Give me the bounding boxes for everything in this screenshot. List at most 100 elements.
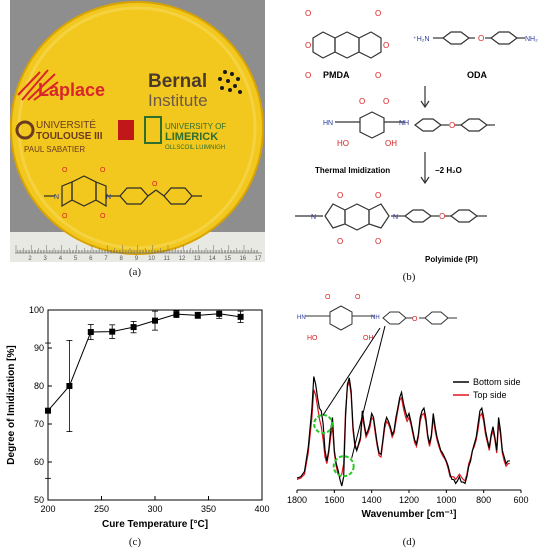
- laplace-text: Laplace: [38, 80, 105, 100]
- series-line: [47, 313, 241, 412]
- svg-text:O: O: [383, 97, 389, 106]
- bernal-logo: Bernal Institute: [148, 70, 242, 110]
- svg-text:O: O: [375, 237, 381, 246]
- svg-text:HO: HO: [337, 139, 349, 148]
- pmda-label: PMDA: [323, 70, 350, 80]
- caption-a: (a): [128, 266, 142, 278]
- polyamic-acid-structure: [335, 111, 495, 139]
- y-tick-label: 60: [34, 457, 44, 467]
- svg-text:O: O: [412, 316, 418, 323]
- data-point: [66, 383, 73, 389]
- ruler-number: 5: [74, 256, 78, 262]
- svg-text:PAUL SABATIER: PAUL SABATIER: [24, 145, 85, 154]
- svg-text:O: O: [375, 191, 381, 200]
- svg-text:OH: OH: [363, 335, 374, 342]
- x-tick-label: 300: [147, 504, 162, 514]
- data-point: [130, 324, 137, 331]
- svg-text:O: O: [305, 71, 311, 80]
- panel-a-photo: Laplace Bernal Institute UNIVERSITÉ TOUL…: [0, 0, 270, 278]
- svg-text:O: O: [305, 41, 311, 50]
- x-tick-label: 400: [254, 504, 269, 514]
- svg-text:O: O: [383, 41, 389, 50]
- svg-text:Bernal: Bernal: [148, 71, 207, 92]
- svg-text:NH: NH: [399, 120, 409, 127]
- pmda-structure: [312, 31, 382, 59]
- ruler-number: 6: [89, 256, 93, 262]
- polyimide-label: Polyimide (PI): [425, 255, 478, 264]
- y-tick-label: 70: [34, 419, 44, 429]
- x-axis-label: Wavenumber [cm⁻¹]: [362, 509, 457, 520]
- svg-text:O: O: [337, 237, 343, 246]
- svg-text:UNIVERSITÉ: UNIVERSITÉ: [36, 118, 96, 131]
- svg-text:O: O: [337, 191, 343, 200]
- svg-text:O: O: [439, 212, 445, 221]
- imidization-chart: 200 250 300 350 400 50 60 70 80 90 100 Cure Tempera…: [6, 305, 270, 530]
- data-point: [237, 313, 244, 320]
- laplace-logo: Laplace: [17, 69, 105, 101]
- caption-c: (c): [128, 536, 142, 548]
- svg-text:N: N: [393, 214, 398, 221]
- ruler-number: 4: [59, 256, 63, 262]
- svg-text:N: N: [106, 194, 111, 201]
- ruler-number: 13: [194, 256, 201, 262]
- svg-text:Institute: Institute: [148, 91, 208, 110]
- data-point: [45, 407, 51, 414]
- plot-frame: [47, 309, 263, 501]
- ruler-number: 8: [120, 256, 124, 262]
- legend-label: Top side: [473, 390, 507, 400]
- svg-text:O: O: [449, 121, 455, 130]
- data-point: [109, 328, 116, 335]
- annotation-arrow: [351, 325, 386, 459]
- x-tick-label: 800: [476, 495, 491, 505]
- svg-text:⁺H₂N: ⁺H₂N: [413, 36, 430, 43]
- svg-text:O: O: [152, 181, 158, 188]
- ruler-number: 14: [209, 256, 216, 262]
- ruler-number: 11: [164, 256, 171, 262]
- panel-c-chart: 200 250 300 350 400 50 60 70 80 90 100 Cure Tempera…: [0, 290, 270, 550]
- svg-text:O: O: [375, 71, 381, 80]
- paa-structure-inset: [305, 305, 457, 331]
- y-tick-label: 100: [29, 305, 44, 315]
- polyimide-structure: [295, 203, 487, 231]
- y-tick-label: 90: [34, 343, 44, 353]
- reaction-scheme: O O O O O O O O O HO OH O O O O O O ⁺H₂N NH₂ HN N…: [295, 9, 538, 264]
- svg-text:O: O: [325, 294, 331, 301]
- ruler-number: 9: [135, 256, 139, 262]
- svg-text:OH: OH: [385, 139, 397, 148]
- data-point: [87, 329, 94, 336]
- svg-text:HN: HN: [323, 120, 333, 127]
- data-point: [194, 312, 201, 319]
- svg-text:O: O: [359, 97, 365, 106]
- x-tick-label: 1400: [362, 495, 382, 505]
- ruler-number: 3: [44, 256, 48, 262]
- ruler-number: 16: [239, 256, 246, 262]
- limerick-logo: UNIVERSITY OF LIMERICK OLLSCOIL LUIMNIGH: [144, 116, 226, 151]
- x-tick-label: 600: [513, 495, 528, 505]
- ruler-number: 17: [255, 256, 262, 262]
- ruler-ticks: [15, 245, 258, 253]
- data-point: [173, 311, 180, 318]
- x-tick-label: 350: [201, 504, 216, 514]
- x-tick-label: 250: [94, 504, 109, 514]
- ruler-number: 15: [224, 256, 231, 262]
- series-bottom-side: [296, 376, 510, 487]
- caption-d: (d): [402, 536, 416, 548]
- ruler-number: 7: [104, 256, 108, 262]
- data-point: [152, 317, 158, 324]
- svg-text:O: O: [478, 34, 484, 43]
- x-tick-label: 1800: [287, 495, 307, 505]
- x-tick-label: 200: [40, 504, 55, 514]
- toulouse-logo: UNIVERSITÉ TOULOUSE III PAUL SABATIER: [15, 118, 134, 154]
- svg-text:O: O: [100, 213, 106, 220]
- film-structure-drawing: [44, 175, 202, 208]
- svg-text:NH: NH: [371, 315, 380, 321]
- y-tick-label: 50: [34, 495, 44, 505]
- x-axis-label: Cure Temperature [°C]: [102, 519, 208, 530]
- water-loss-label: −2 H₂O: [435, 166, 462, 175]
- ftir-chart: O O HO OH O HN NH 1800 1600 1400 1200 1000 800 60…: [287, 294, 529, 520]
- svg-text:O: O: [62, 167, 68, 174]
- svg-text:TOULOUSE III: TOULOUSE III: [36, 131, 103, 142]
- ruler-number: 10: [148, 256, 155, 262]
- x-tick-label: 1600: [324, 495, 344, 505]
- svg-text:O: O: [62, 213, 68, 220]
